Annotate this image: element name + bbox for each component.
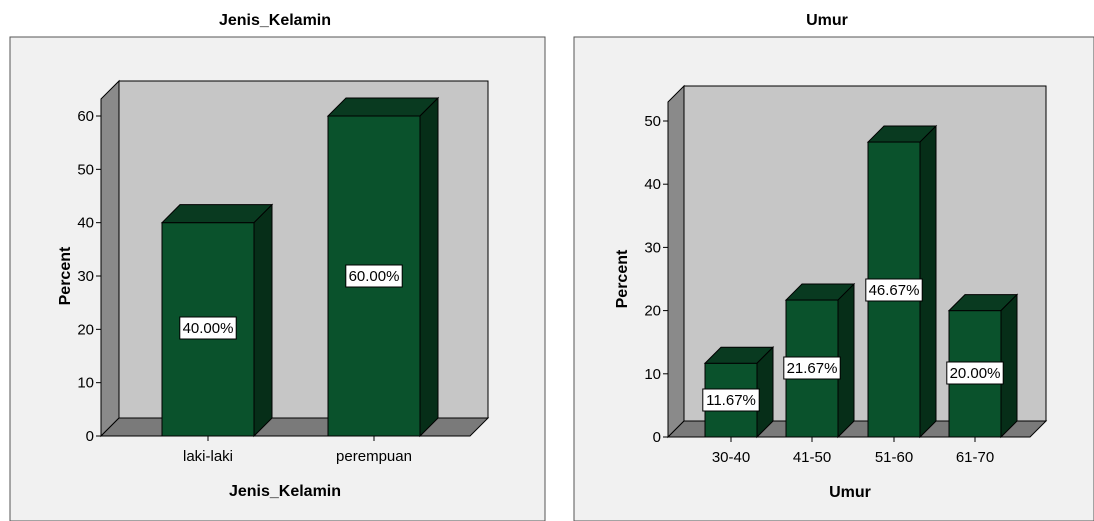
chart-title: Umur bbox=[806, 12, 848, 29]
data-label-box bbox=[783, 356, 841, 380]
bar-top-face bbox=[326, 97, 440, 117]
data-label: 46.67% bbox=[869, 282, 920, 299]
data-label-box bbox=[179, 316, 237, 340]
y-axis-title: Percent bbox=[57, 246, 74, 305]
bar-side-face bbox=[919, 124, 937, 439]
data-label: 20.00% bbox=[950, 365, 1001, 382]
chart-jenis-kelamin: Jenis_Kelamin 0 10 20 30 40 50 60 Percent 40.00%… bbox=[9, 12, 546, 521]
bar-side-face bbox=[756, 346, 774, 439]
data-label: 60.00% bbox=[349, 268, 400, 285]
y-tick-label: 30 bbox=[77, 268, 94, 285]
x-tick-label: 41-50 bbox=[793, 449, 831, 466]
y-tick-label: 20 bbox=[644, 303, 661, 320]
y-tick-label: 50 bbox=[77, 161, 94, 178]
bar-top-face bbox=[160, 204, 274, 224]
data-label: 21.67% bbox=[787, 360, 838, 377]
chart-svg: 0 10 20 30 40 50 Percent 11.67% 30-40 21.67% 41-50… bbox=[573, 36, 1094, 521]
y-tick-label: 50 bbox=[644, 113, 661, 130]
x-tick-label: 30-40 bbox=[712, 449, 750, 466]
data-label-box bbox=[865, 278, 923, 302]
plot-side-wall bbox=[667, 84, 685, 439]
data-label-box bbox=[345, 264, 403, 288]
y-tick-label: 40 bbox=[77, 215, 94, 232]
y-axis-title: Percent bbox=[614, 249, 631, 308]
x-axis-title: Jenis_Kelamin bbox=[229, 483, 341, 500]
bar-side-face bbox=[1000, 293, 1018, 439]
y-tick-label: 30 bbox=[644, 239, 661, 256]
data-label-box bbox=[702, 388, 760, 412]
x-tick-label: perempuan bbox=[336, 448, 412, 465]
data-label: 11.67% bbox=[706, 392, 756, 409]
y-tick-label: 20 bbox=[77, 321, 94, 338]
bar-side-face bbox=[253, 203, 273, 438]
x-tick-label: 51-60 bbox=[875, 449, 913, 466]
chart-svg: 0 10 20 30 40 50 60 Percent 40.00% laki-laki 60.00… bbox=[9, 36, 546, 521]
y-tick-label: 40 bbox=[644, 176, 661, 193]
plot-side-wall bbox=[100, 79, 120, 438]
bar-side-face bbox=[419, 96, 439, 438]
bar-side-face bbox=[837, 282, 855, 439]
data-label-box bbox=[946, 361, 1004, 385]
chart-umur: Umur 0 10 20 30 40 50 Percent 11.67% 30-40 21.67%… bbox=[560, 0, 1094, 521]
y-tick-label: 0 bbox=[86, 428, 94, 445]
x-tick-label: laki-laki bbox=[183, 448, 233, 465]
y-tick-label: 10 bbox=[77, 375, 94, 392]
y-tick-label: 60 bbox=[77, 108, 94, 125]
chart-title: Jenis_Kelamin bbox=[218, 12, 332, 29]
x-tick-label: 61-70 bbox=[956, 449, 994, 466]
data-label: 40.00% bbox=[183, 320, 234, 337]
x-axis-title: Umur bbox=[829, 484, 871, 501]
y-tick-label: 10 bbox=[644, 366, 661, 383]
y-tick-label: 0 bbox=[653, 429, 661, 446]
